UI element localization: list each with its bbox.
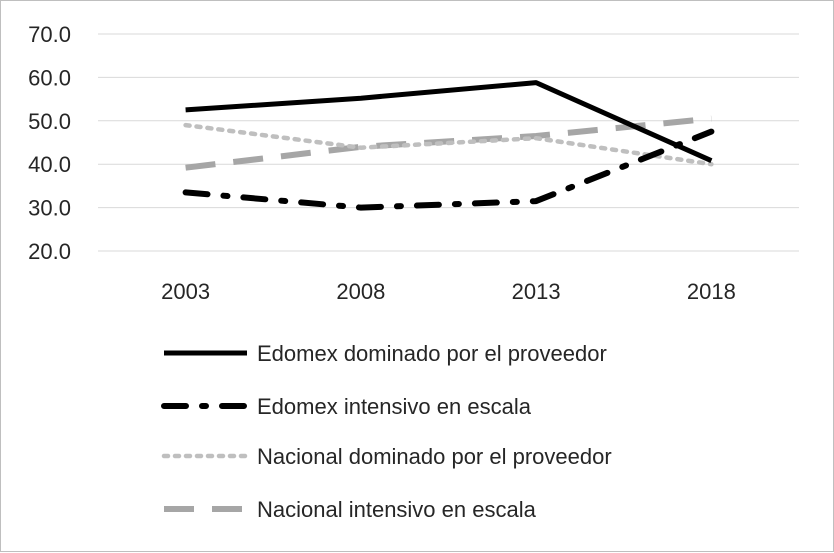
x-tick-label: 2008: [336, 279, 385, 304]
legend: Edomex dominado por el proveedor Edomex i…: [161, 341, 612, 522]
x-tick-label: 2018: [687, 279, 736, 304]
y-tick-label: 30.0: [28, 196, 71, 221]
legend-label-3: Nacional dominado por el proveedor: [257, 444, 612, 469]
x-tick-label: 2003: [161, 279, 210, 304]
y-axis-ticks: 20.0 30.0 40.0 50.0 60.0 70.0: [28, 22, 71, 264]
y-tick-label: 60.0: [28, 65, 71, 90]
series-lines: [182, 80, 715, 211]
y-tick-label: 50.0: [28, 109, 71, 134]
y-tick-label: 70.0: [28, 22, 71, 47]
x-tick-label: 2013: [512, 279, 561, 304]
series-line-1: [185, 80, 713, 163]
x-axis-ticks: 2003 2008 2013 2018: [161, 279, 736, 304]
series-line-2: [182, 128, 715, 211]
legend-label-2: Edomex intensivo en escala: [257, 394, 532, 419]
series-line-3: [183, 122, 714, 167]
y-tick-label: 20.0: [28, 239, 71, 264]
y-tick-label: 40.0: [28, 152, 71, 177]
legend-label-4: Nacional intensivo en escala: [257, 497, 537, 522]
legend-label-1: Edomex dominado por el proveedor: [257, 341, 607, 366]
